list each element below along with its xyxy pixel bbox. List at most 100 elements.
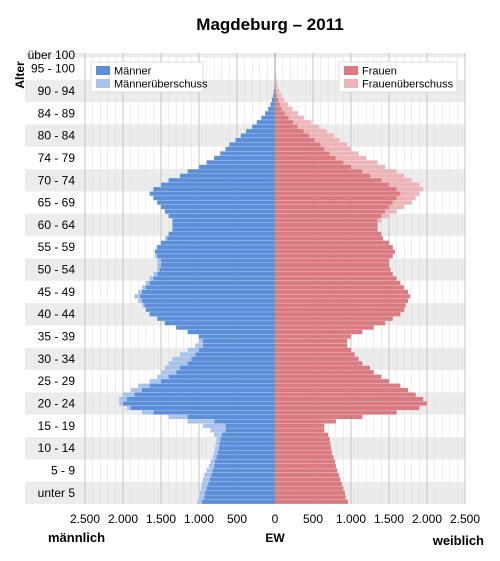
female-bar (275, 481, 342, 486)
age-tick-label: 15 - 19 (38, 419, 76, 433)
female-surplus-bar (275, 79, 277, 85)
male-surplus-bar (202, 477, 210, 482)
female-surplus-bar (297, 124, 320, 129)
x-tick-label: 1.500 (374, 512, 404, 526)
female-bar (275, 316, 393, 321)
female-bar (275, 388, 408, 393)
female-bar (275, 218, 378, 223)
male-surplus-bar (202, 423, 226, 428)
male-bar (176, 370, 275, 375)
male-surplus-bar (142, 303, 145, 308)
female-surplus-bar (392, 200, 412, 205)
male-bar (172, 227, 275, 232)
female-bar (275, 129, 304, 134)
age-tick-label: unter 5 (38, 486, 76, 500)
age-tick-label: 95 - 100 (31, 62, 75, 76)
female-bar (275, 423, 325, 428)
female-bar (275, 209, 386, 214)
male-bar (139, 294, 275, 299)
male-bar (270, 102, 275, 107)
male-surplus-bar (206, 468, 213, 473)
legend-swatch (344, 66, 358, 75)
male-surplus-bar (210, 428, 226, 433)
x-tick-label: 500 (303, 512, 323, 526)
female-bar (275, 182, 389, 187)
x-tick-label: 0 (272, 512, 279, 526)
x-tick-label: 1.000 (184, 512, 214, 526)
male-bar (159, 267, 275, 272)
female-bar (275, 325, 374, 330)
male-bar (161, 263, 275, 268)
male-bar (214, 463, 275, 469)
male-bar (246, 129, 275, 134)
female-bar (275, 401, 427, 406)
female-surplus-bar (381, 178, 412, 183)
male-bar (211, 472, 275, 478)
age-tick-label: 10 - 14 (38, 441, 76, 455)
male-surplus-bar (214, 446, 219, 451)
legend-swatch (96, 79, 110, 88)
female-surplus-bar (385, 209, 397, 214)
male-bar (195, 352, 275, 357)
age-tick-label: 74 - 79 (38, 151, 76, 165)
female-bar (275, 160, 344, 165)
legend-swatch (344, 79, 358, 88)
male-bar (168, 178, 275, 183)
male-bar (172, 222, 275, 227)
female-bar (275, 196, 397, 201)
female-bar (275, 276, 397, 281)
male-bar (161, 204, 275, 210)
age-tick-label: 25 - 29 (38, 374, 76, 388)
female-bar (275, 204, 389, 210)
female-bar (275, 490, 345, 495)
male-bar (153, 276, 275, 281)
female-bar (275, 495, 346, 500)
male-surplus-bar (180, 352, 196, 357)
age-tick-label: 65 - 69 (38, 196, 76, 210)
male-surplus-bar (138, 298, 142, 303)
chart-title: Magdeburg – 2011 (196, 15, 343, 34)
legend-box (338, 61, 458, 93)
male-bar (157, 245, 275, 250)
female-bar (275, 88, 277, 94)
female-bar (275, 200, 393, 205)
age-tick-label: 55 - 59 (38, 240, 76, 254)
male-bar (123, 401, 275, 406)
bars (119, 53, 427, 504)
female-surplus-bar (320, 142, 348, 147)
male-bar (214, 459, 275, 464)
male-bar (161, 258, 275, 263)
female-bar (275, 271, 393, 277)
age-tick-label: 80 - 84 (38, 129, 76, 143)
female-bar (275, 379, 389, 384)
age-tick-label: 35 - 39 (38, 330, 76, 344)
male-bar (214, 419, 275, 424)
male-bar (161, 240, 275, 245)
male-surplus-bar (145, 280, 150, 286)
female-surplus-bar (309, 133, 335, 138)
female-surplus-bar (381, 213, 389, 219)
male-bar (153, 187, 275, 192)
female-surplus-bar (396, 187, 424, 192)
male-bar (225, 146, 275, 152)
female-bar (275, 133, 310, 138)
male-surplus-bar (187, 347, 199, 353)
male-surplus-bar (142, 410, 154, 415)
male-surplus-bar (164, 365, 180, 370)
female-bar (275, 338, 348, 344)
female-bar (275, 486, 344, 491)
male-surplus-bar (199, 495, 205, 500)
female-surplus-bar (389, 204, 405, 210)
male-bar (268, 106, 275, 111)
male-surplus-bar (161, 370, 177, 375)
female-surplus-bar (370, 173, 405, 178)
male-bar (208, 481, 275, 486)
male-side-label: männlich (48, 530, 105, 545)
male-bar (149, 383, 275, 388)
male-surplus-bar (119, 401, 123, 406)
male-bar (216, 455, 275, 460)
male-bar (149, 312, 275, 317)
male-bar (273, 93, 275, 98)
